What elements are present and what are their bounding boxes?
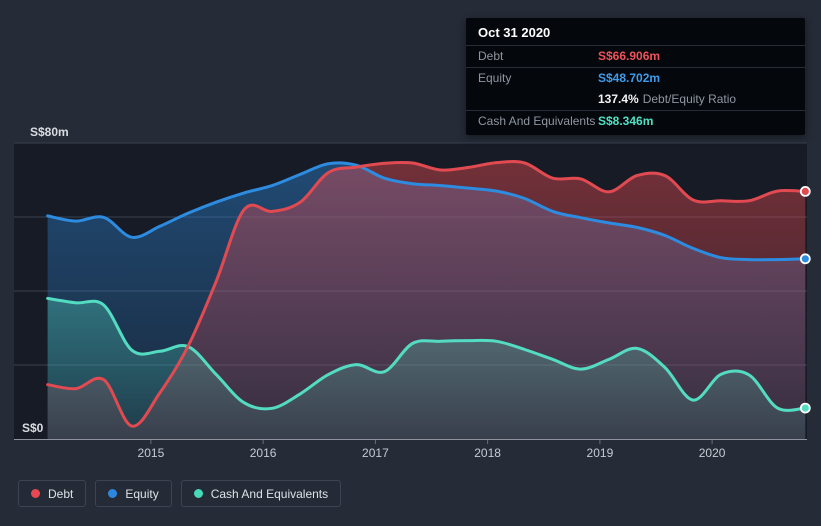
tooltip-date: Oct 31 2020 <box>466 18 805 46</box>
tooltip-debt-label: Debt <box>478 49 504 63</box>
tooltip-equity-label: Equity <box>478 71 512 85</box>
legend-item-cash[interactable]: Cash And Equivalents <box>180 480 342 507</box>
tooltip-cash-row: Cash And Equivalents S$8.346m <box>466 111 805 135</box>
cash-dot-icon <box>193 489 203 498</box>
area-layer <box>47 161 806 440</box>
x-tick-label: 2018 <box>474 446 501 460</box>
tooltip-ratio: 137.4% Debt/Equity Ratio <box>598 92 736 107</box>
axis-layer: 2015 2016 2017 2018 2019 2020 S$80m S$0 <box>14 125 807 460</box>
cash-area <box>47 298 806 439</box>
tooltip-cash-value: S$8.346m <box>598 114 654 128</box>
tooltip-equity-row: Equity S$48.702m <box>466 68 805 89</box>
debt-dot-icon <box>31 489 40 498</box>
tooltip-ratio-label: Debt/Equity Ratio <box>642 92 737 106</box>
tooltip-debt-row: Debt S$66.906m <box>466 46 805 68</box>
equity-end-marker[interactable] <box>799 253 811 265</box>
legend-item-debt[interactable]: Debt <box>18 480 87 507</box>
legend-item-equity[interactable]: Equity <box>95 480 172 507</box>
chart-tooltip: Oct 31 2020 Debt S$66.906m Equity S$48.7… <box>466 18 805 135</box>
tooltip-ratio-row: 137.4% Debt/Equity Ratio <box>466 89 805 111</box>
chart-legend: Debt Equity Cash And Equivalents <box>18 480 342 507</box>
x-tick-label: 2020 <box>699 446 726 460</box>
legend-debt-label: Debt <box>48 486 74 501</box>
legend-cash-label: Cash And Equivalents <box>210 486 329 501</box>
equity-dot-icon <box>108 489 118 498</box>
debt-end-marker[interactable] <box>799 185 811 197</box>
x-tick-label: 2016 <box>250 446 277 460</box>
x-tick-label: 2015 <box>138 446 165 460</box>
tooltip-ratio-value: 137.4% <box>598 92 639 106</box>
legend-equity-label: Equity <box>125 486 159 501</box>
x-tick-label: 2017 <box>362 446 389 460</box>
tooltip-equity-value: S$48.702m <box>598 71 661 85</box>
cash-end-marker[interactable] <box>799 402 811 414</box>
y-axis-label: S$80m <box>30 125 69 139</box>
debt-equity-history-chart[interactable]: 2015 2016 2017 2018 2019 2020 S$80m S$0 <box>0 0 821 470</box>
tooltip-cash-label: Cash And Equivalents <box>478 114 596 128</box>
x-tick-label: 2019 <box>587 446 614 460</box>
cash-line <box>46 296 807 412</box>
debt-line <box>46 160 807 428</box>
y-axis-label: S$0 <box>22 421 44 435</box>
equity-line <box>46 161 807 262</box>
marker-layer <box>799 185 811 414</box>
tooltip-debt-value: S$66.906m <box>598 49 661 63</box>
line-layer <box>46 160 807 428</box>
